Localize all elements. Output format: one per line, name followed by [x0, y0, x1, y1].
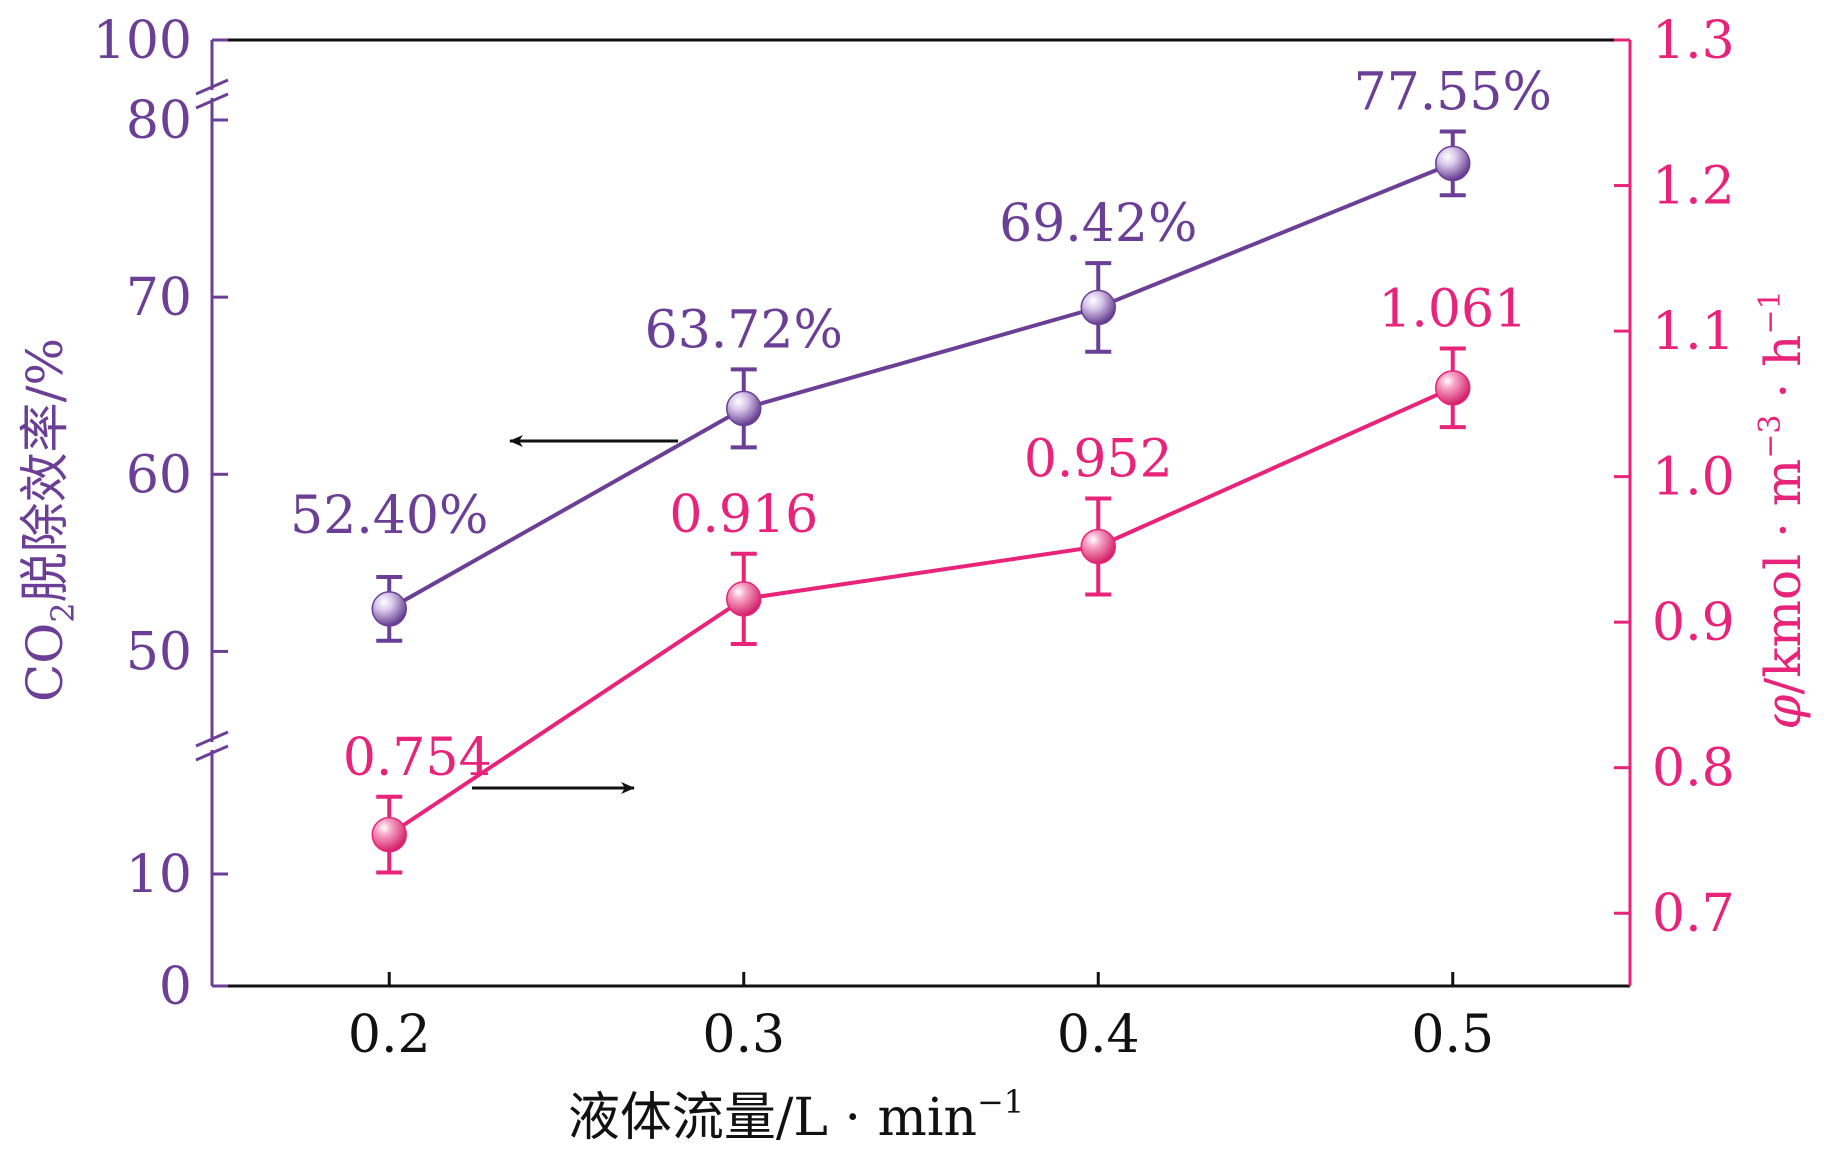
- data-point: [1080, 528, 1116, 565]
- data-point: [726, 390, 762, 427]
- data-label: 0.916: [669, 485, 818, 545]
- plot-frame: [210, 38, 1632, 988]
- series-line: [388, 386, 1454, 837]
- right-tick-label: 0.8: [1652, 739, 1735, 799]
- series-right: 0.754 0.916 0.952 1.061: [343, 280, 1527, 875]
- data-label: 77.55%: [1354, 63, 1552, 123]
- data-label: 0.952: [1024, 429, 1173, 489]
- x-axis-title: 液体流量/L · min−1: [568, 1083, 1024, 1148]
- x-tick-label: 0.4: [1057, 1005, 1140, 1065]
- left-axis-title: CO2脱除效率/%: [16, 338, 82, 702]
- x-tick-label: 0.5: [1411, 1005, 1494, 1065]
- data-point: [1435, 370, 1471, 406]
- data-point: [371, 816, 407, 853]
- axes-ticks: 0.2 0.3 0.4 0.5 0 10 50 60 70 80 100 0.7 0.8 0.9 1.0 1.…: [93, 11, 1735, 1065]
- axis-break-marks: [195, 78, 229, 762]
- data-label: 69.42%: [999, 194, 1197, 254]
- axis-break-top: [195, 78, 229, 110]
- right-tick-label: 0.9: [1652, 593, 1735, 653]
- data-label: 0.754: [343, 728, 492, 788]
- left-tick-label: 0: [159, 957, 192, 1017]
- axis-indicator-arrows: [472, 435, 678, 794]
- axis-break-bottom-gap: [210, 742, 215, 750]
- axis-break-top-gap: [210, 90, 215, 98]
- left-tick-label: 100: [93, 11, 192, 71]
- left-tick-label: 70: [126, 268, 192, 328]
- data-point: [371, 591, 407, 627]
- right-tick-label: 0.7: [1652, 884, 1735, 944]
- data-label: 1.061: [1378, 280, 1527, 340]
- data-series: 52.40% 63.72% 69.42% 77.55% 0.754 0.916 0.952 1…: [290, 63, 1552, 875]
- right-tick-label: 1.3: [1652, 11, 1735, 71]
- left-tick-label: 60: [126, 445, 192, 505]
- left-tick-label: 50: [126, 622, 192, 682]
- right-tick-label: 1.0: [1652, 448, 1735, 508]
- right-tick-label: 1.1: [1652, 302, 1735, 362]
- data-label: 63.72%: [645, 300, 843, 360]
- x-tick-label: 0.2: [348, 1005, 431, 1065]
- data-label: 52.40%: [290, 486, 488, 546]
- data-point: [726, 581, 762, 617]
- left-tick-label: 80: [126, 91, 192, 151]
- series-left: 52.40% 63.72% 69.42% 77.55%: [290, 63, 1552, 643]
- data-point: [1080, 289, 1116, 326]
- x-tick-label: 0.3: [702, 1005, 785, 1065]
- right-axis-title: φ/kmol · m−3 · h−1: [1753, 290, 1812, 729]
- right-tick-label: 1.2: [1652, 157, 1735, 217]
- data-point: [1435, 145, 1471, 182]
- series-line: [388, 161, 1454, 611]
- left-tick-label: 10: [126, 845, 192, 905]
- axis-break-bottom: [195, 730, 229, 762]
